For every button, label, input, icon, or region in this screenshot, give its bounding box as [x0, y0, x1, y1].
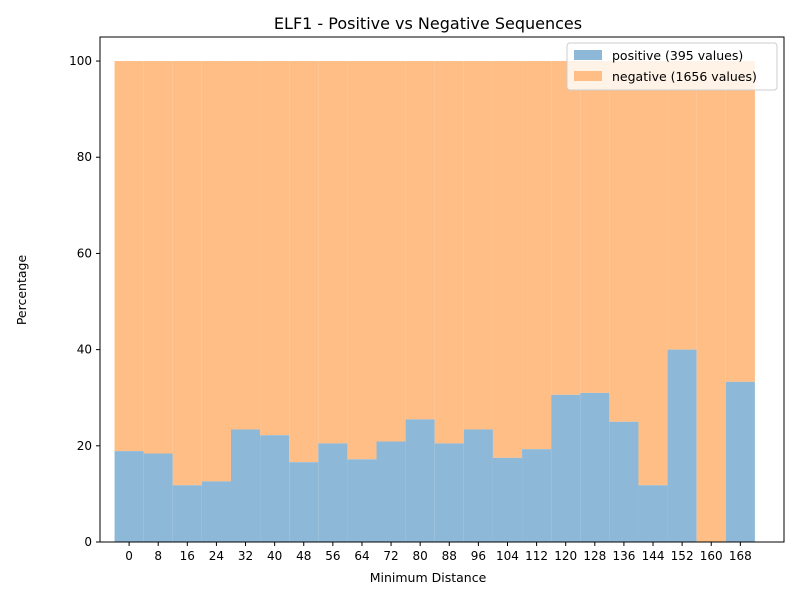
bar-negative — [405, 61, 435, 420]
y-tick-label: 60 — [77, 246, 92, 260]
bar-negative — [230, 61, 261, 430]
x-axis: 0 8 16 24 32 40 48 56 64 72 80 88 96 104 112 120 128 136 1… — [125, 542, 752, 563]
bar-negative — [725, 61, 755, 382]
x-tick-label: 96 — [471, 549, 486, 563]
bar-negative — [580, 61, 610, 393]
x-tick-label: 48 — [296, 549, 311, 563]
bars-group — [114, 61, 755, 543]
bar-negative — [667, 61, 697, 350]
legend-swatch-negative — [574, 71, 602, 81]
y-axis: 0 20 40 60 80 100 — [69, 54, 100, 549]
x-tick-label: 168 — [729, 549, 752, 563]
bar-positive — [725, 381, 755, 542]
bar-negative — [114, 61, 144, 452]
bar-positive — [667, 349, 697, 542]
y-tick-label: 80 — [77, 150, 92, 164]
bar-negative — [434, 61, 464, 444]
bar-positive — [609, 421, 639, 542]
x-tick-label: 56 — [325, 549, 340, 563]
bar-negative — [347, 61, 377, 460]
bar-positive — [551, 394, 581, 542]
bar-positive — [289, 462, 319, 542]
y-tick-label: 0 — [84, 535, 92, 549]
x-tick-label: 152 — [671, 549, 694, 563]
bar-negative — [172, 61, 202, 486]
bar-negative — [463, 61, 493, 430]
y-axis-label: Percentage — [14, 255, 29, 326]
x-tick-label: 136 — [612, 549, 635, 563]
x-tick-label: 8 — [154, 549, 162, 563]
x-tick-label: 88 — [442, 549, 457, 563]
bar-positive — [522, 449, 552, 542]
plot-frame — [99, 36, 785, 543]
bar-negative — [551, 61, 581, 395]
x-tick-label: 24 — [209, 549, 224, 563]
x-tick-label: 104 — [496, 549, 519, 563]
x-tick-label: 40 — [267, 549, 282, 563]
bar-negative — [696, 61, 726, 543]
x-tick-label: 64 — [354, 549, 369, 563]
chart-title: ELF1 - Positive vs Negative Sequences — [274, 14, 582, 33]
x-tick-label: 72 — [383, 549, 398, 563]
bar-positive — [580, 392, 610, 542]
bar-positive — [463, 429, 493, 542]
bar-negative — [143, 61, 173, 454]
bar-positive — [347, 459, 377, 542]
bar-negative — [522, 61, 552, 450]
x-tick-label: 120 — [554, 549, 577, 563]
y-tick-label: 40 — [77, 343, 92, 357]
bar-positive — [318, 443, 348, 542]
x-tick-label: 16 — [180, 549, 195, 563]
bar-positive — [201, 481, 231, 542]
bar-positive — [260, 435, 290, 542]
bar-positive — [376, 441, 406, 542]
bar-positive — [492, 457, 523, 542]
bar-positive — [405, 419, 435, 542]
x-axis-label: Minimum Distance — [370, 570, 487, 585]
bar-negative — [318, 61, 348, 444]
y-tick-label: 100 — [69, 54, 92, 68]
bar-positive — [638, 485, 668, 542]
bar-negative — [260, 61, 290, 436]
bar-negative — [609, 61, 639, 422]
legend-label-negative: negative (1656 values) — [612, 69, 757, 84]
bar-positive — [172, 485, 202, 542]
legend-box — [566, 42, 778, 91]
bar-negative — [638, 61, 668, 486]
bar-positive — [143, 453, 173, 542]
x-tick-label: 160 — [700, 549, 723, 563]
bar-positive — [230, 429, 261, 542]
bar-positive — [434, 443, 464, 542]
x-tick-label: 128 — [583, 549, 606, 563]
bar-negative — [492, 61, 523, 458]
bar-negative — [289, 61, 319, 463]
x-tick-label: 0 — [125, 549, 133, 563]
bar-positive — [114, 451, 144, 542]
legend-label-positive: positive (395 values) — [612, 48, 743, 63]
legend-swatch-positive — [574, 50, 602, 60]
bar-negative — [376, 61, 406, 442]
x-tick-label: 112 — [525, 549, 548, 563]
y-tick-label: 20 — [77, 439, 92, 453]
bar-negative — [201, 61, 231, 482]
legend: positive (395 values) negative (1656 val… — [566, 42, 778, 91]
x-tick-label: 32 — [238, 549, 253, 563]
x-tick-label: 80 — [413, 549, 428, 563]
x-tick-label: 144 — [642, 549, 665, 563]
